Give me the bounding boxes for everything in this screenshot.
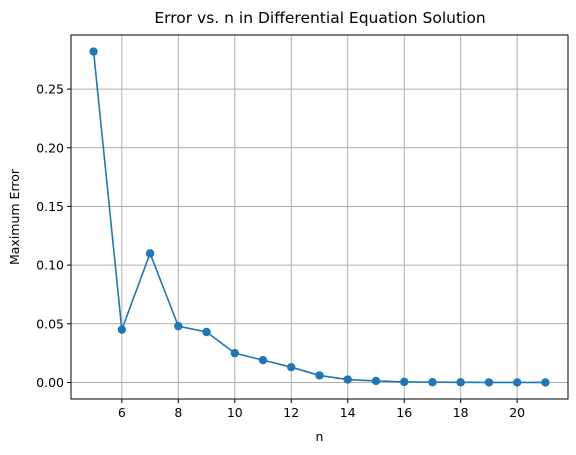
data-point [512, 378, 522, 387]
y-tick-label: 0.05 [36, 316, 64, 331]
x-tick-label: 12 [283, 405, 299, 420]
y-tick-label: 0.25 [36, 82, 64, 97]
y-axis-label: Maximum Error [7, 168, 22, 265]
x-tick-label: 10 [227, 405, 243, 420]
data-point [315, 371, 324, 380]
data-point [174, 321, 183, 331]
y-tick-label: 0.10 [36, 258, 64, 273]
data-point [258, 355, 268, 365]
data-point [230, 348, 239, 358]
data-point [117, 325, 127, 334]
grid-layer [71, 35, 568, 399]
data-point [202, 327, 211, 337]
series-layer [89, 47, 550, 387]
data-point [343, 375, 352, 384]
data-point [371, 376, 381, 386]
data-point [287, 362, 296, 372]
data-point [428, 378, 437, 387]
x-axis-label: n [316, 429, 324, 444]
plot-frame [70, 34, 569, 400]
data-point [484, 378, 494, 387]
x-tick-label: 8 [174, 405, 182, 420]
x-tick-label: 16 [396, 405, 412, 420]
data-point [400, 377, 409, 387]
data-point [145, 249, 155, 258]
x-tick-label: 14 [340, 405, 356, 420]
tick-layer: 6 8 10 12 14 16 18 20 0.00 0.05 0.10 0.15 0.20 0.25 [36, 82, 525, 420]
x-tick-label: 18 [453, 405, 469, 420]
chart-title: Error vs. n in Differential Equation Sol… [154, 9, 485, 27]
series-line [92, 51, 546, 384]
y-tick-label: 0.20 [36, 140, 64, 155]
x-tick-label: 20 [509, 405, 525, 420]
data-point [456, 378, 465, 387]
y-tick-label: 0.00 [36, 375, 64, 390]
x-tick-label: 6 [118, 405, 126, 420]
data-point [541, 378, 550, 387]
y-tick-label: 0.15 [36, 199, 64, 214]
data-point [89, 47, 98, 56]
